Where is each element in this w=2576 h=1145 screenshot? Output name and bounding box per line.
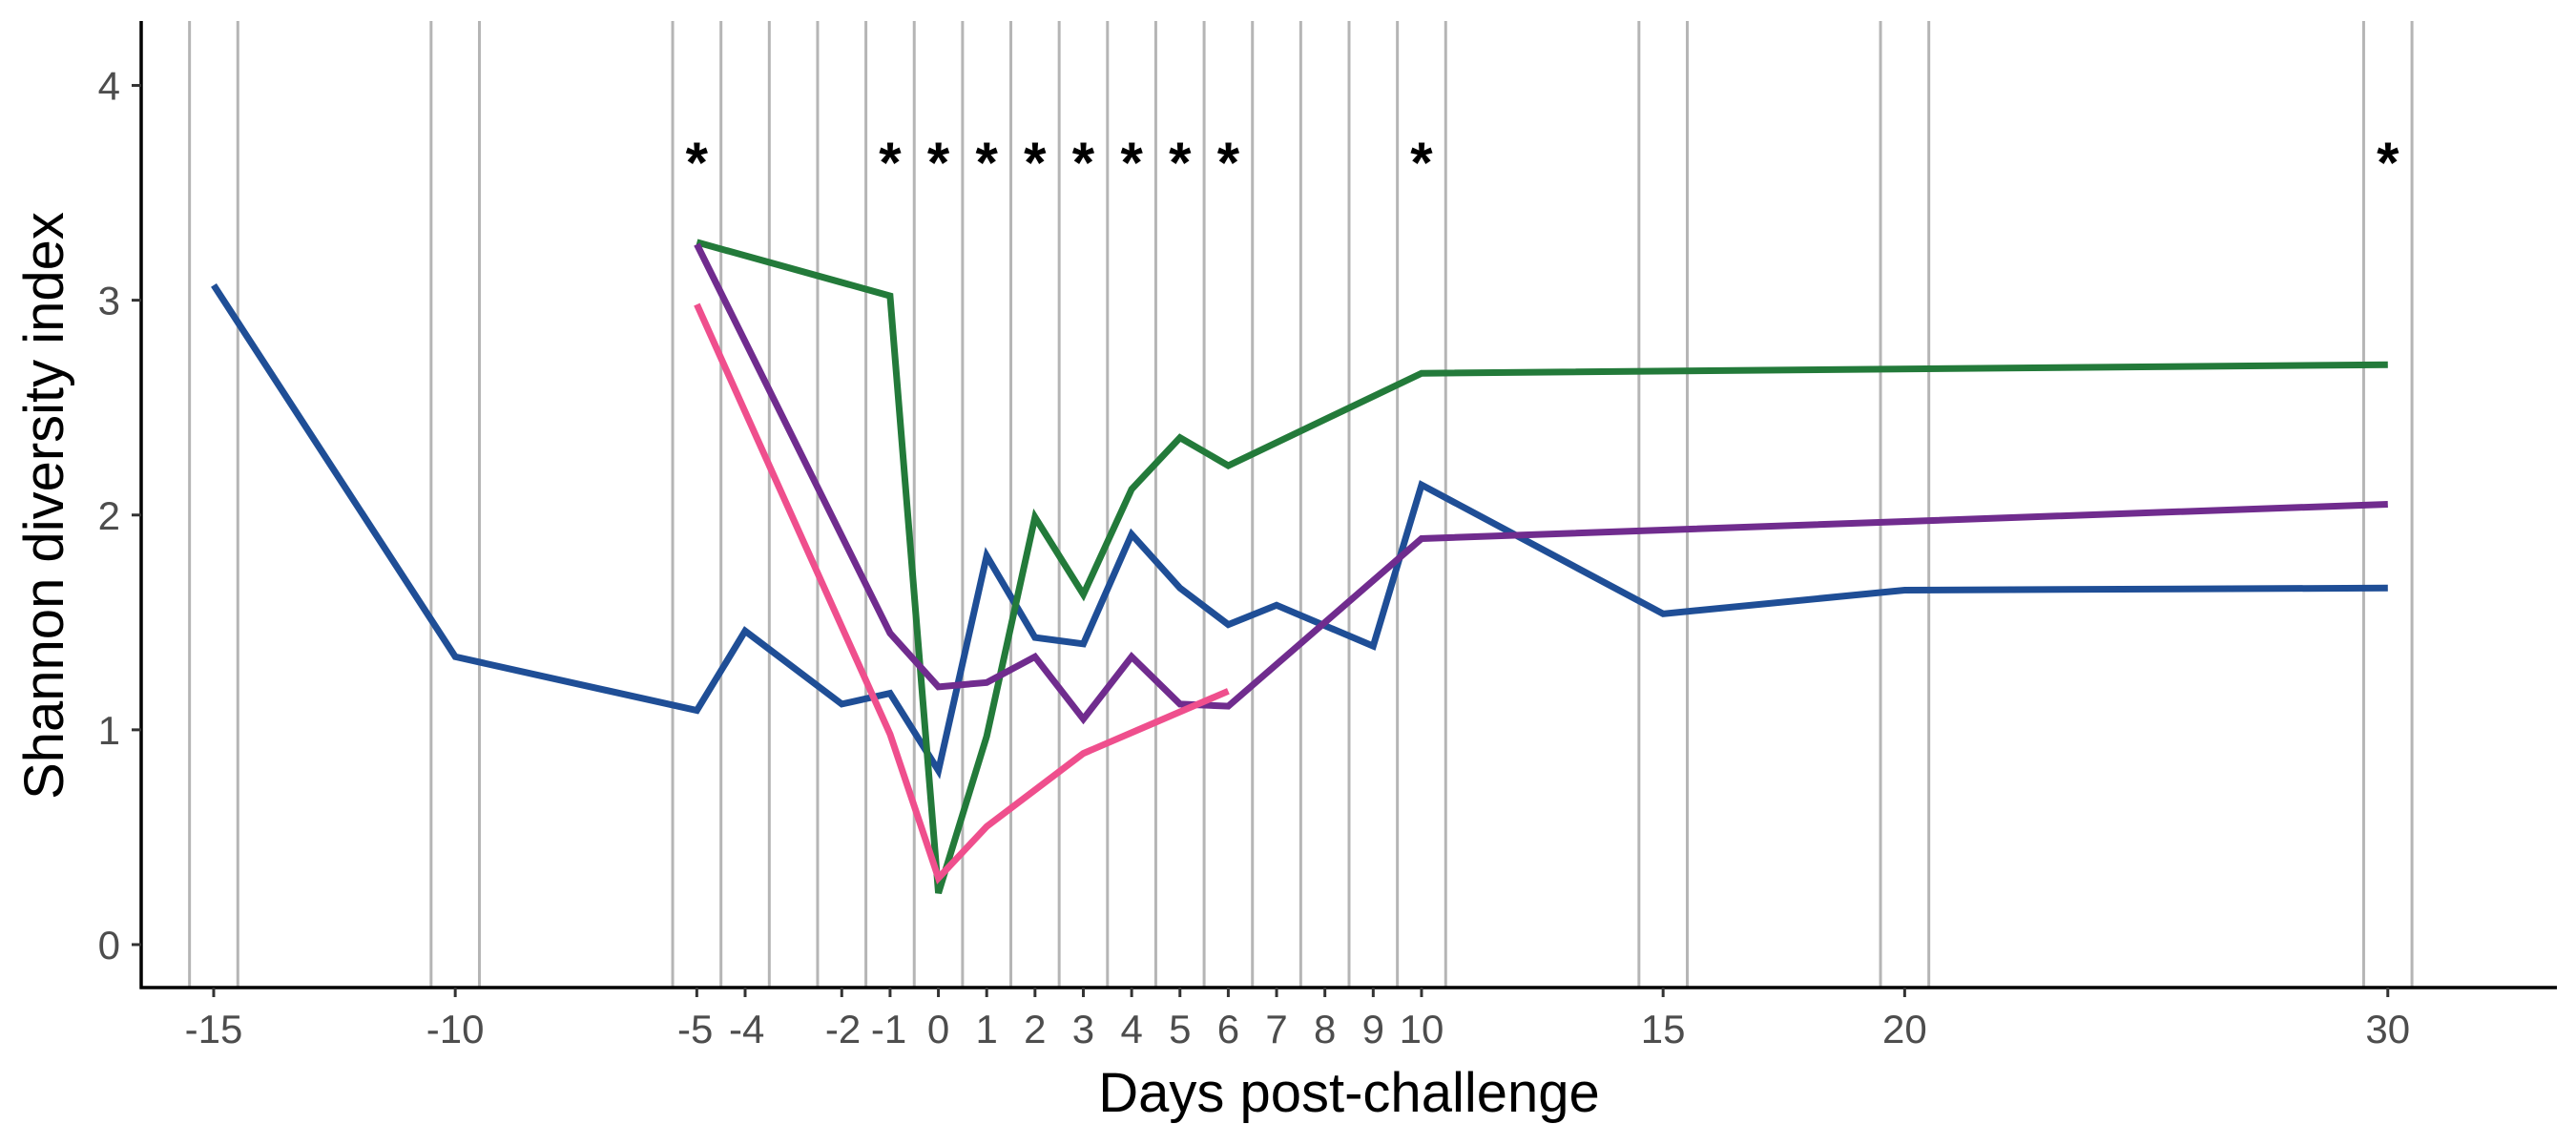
significance-marker-3: * bbox=[976, 131, 999, 195]
x-tick-label-8: 2 bbox=[1024, 1007, 1046, 1051]
significance-marker-7: * bbox=[1169, 131, 1192, 195]
x-tick-label-1: -10 bbox=[426, 1007, 485, 1051]
axes bbox=[139, 21, 2557, 989]
series-line-2 bbox=[696, 239, 2388, 895]
y-tick-label-3: 3 bbox=[98, 279, 120, 323]
y-axis-ticks: 0 1 2 3 4 bbox=[98, 64, 141, 968]
x-tick-label-10: 4 bbox=[1120, 1007, 1142, 1051]
x-tick-label-11: 5 bbox=[1169, 1007, 1191, 1051]
significance-marker-0: * bbox=[686, 131, 709, 195]
x-tick-label-0: -15 bbox=[185, 1007, 243, 1051]
x-tick-label-14: 8 bbox=[1314, 1007, 1336, 1051]
x-tick-label-2: -5 bbox=[677, 1007, 713, 1051]
series-lines bbox=[211, 239, 2388, 895]
significance-marker-4: * bbox=[1024, 131, 1047, 195]
x-tick-label-4: -2 bbox=[825, 1007, 861, 1051]
y-tick-label-4: 4 bbox=[98, 64, 120, 109]
series-line-4 bbox=[694, 302, 1230, 885]
significance-marker-6: * bbox=[1120, 131, 1143, 195]
x-tick-label-7: 1 bbox=[976, 1007, 998, 1051]
significance-marker-9: * bbox=[1410, 131, 1433, 195]
significance-markers: * * * * * * * * * * * bbox=[686, 131, 2399, 195]
significance-marker-5: * bbox=[1072, 131, 1095, 195]
y-axis-title: Shannon diversity index bbox=[13, 212, 75, 800]
x-tick-label-13: 7 bbox=[1265, 1007, 1287, 1051]
x-tick-label-19: 30 bbox=[2365, 1007, 2410, 1051]
x-axis-ticks: -15 -10 -5 -4 -2 -1 0 1 2 3 4 5 6 7 8 9 10 15 20 30 bbox=[185, 988, 2410, 1051]
x-tick-label-15: 9 bbox=[1362, 1007, 1384, 1051]
x-axis-title: Days post-challenge bbox=[1098, 1062, 1600, 1124]
significance-marker-8: * bbox=[1217, 131, 1240, 195]
y-tick-label-1: 1 bbox=[98, 708, 120, 753]
series-line-1 bbox=[211, 282, 2388, 780]
significance-marker-2: * bbox=[927, 131, 950, 195]
significance-marker-10: * bbox=[2377, 131, 2399, 195]
y-tick-label-0: 0 bbox=[98, 923, 120, 968]
x-tick-label-16: 10 bbox=[1400, 1007, 1444, 1051]
x-tick-label-12: 6 bbox=[1217, 1007, 1239, 1051]
vertical-gridlines bbox=[188, 21, 2414, 988]
x-tick-label-18: 20 bbox=[1882, 1007, 1927, 1051]
significance-marker-1: * bbox=[879, 131, 902, 195]
x-tick-label-6: 0 bbox=[927, 1007, 949, 1051]
x-tick-label-17: 15 bbox=[1641, 1007, 1686, 1051]
x-tick-label-3: -4 bbox=[729, 1007, 764, 1051]
series-line-3 bbox=[694, 242, 2388, 725]
x-tick-label-9: 3 bbox=[1072, 1007, 1094, 1051]
y-tick-label-2: 2 bbox=[98, 493, 120, 538]
x-tick-label-5: -1 bbox=[871, 1007, 906, 1051]
